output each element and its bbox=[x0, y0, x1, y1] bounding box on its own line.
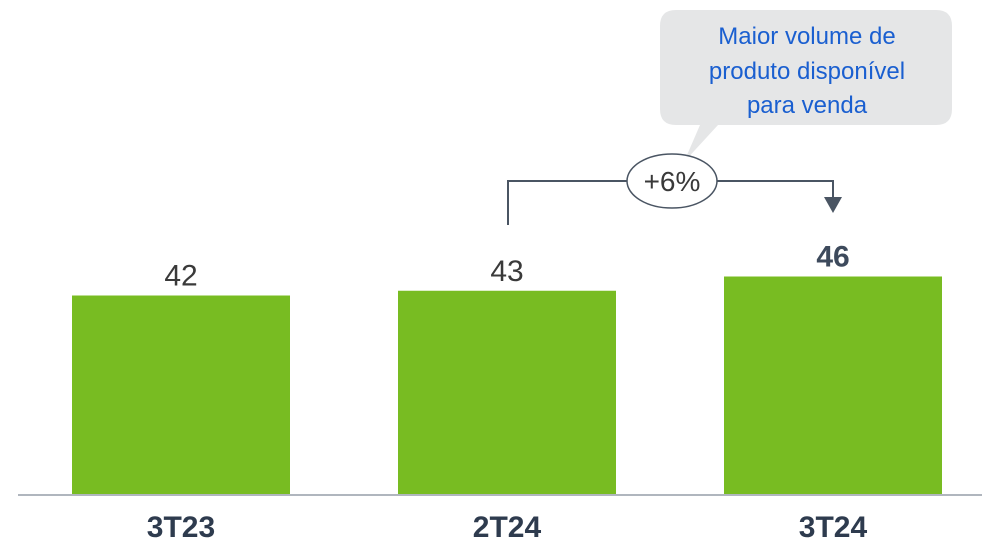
comparison-bracket: +6% bbox=[507, 153, 842, 225]
change-ellipse bbox=[626, 153, 718, 209]
value-label-3T24: 46 bbox=[816, 241, 849, 274]
value-label-3T23: 42 bbox=[164, 260, 197, 293]
callout-bubble bbox=[660, 10, 952, 162]
bar-3T23 bbox=[72, 295, 290, 495]
bar-3T24 bbox=[724, 276, 942, 495]
callout-line-2: produto disponível bbox=[709, 58, 905, 85]
bar-2T24 bbox=[398, 290, 616, 495]
bracket-arrowhead bbox=[824, 197, 842, 213]
category-label-2T24: 2T24 bbox=[473, 511, 542, 542]
callout-line-1: Maior volume de bbox=[718, 23, 895, 50]
annotation-callout: Maior volume de produto disponível para … bbox=[660, 10, 952, 162]
value-label-2T24: 43 bbox=[490, 255, 523, 288]
callout-line-3: para venda bbox=[747, 92, 868, 119]
change-label: +6% bbox=[644, 166, 701, 197]
category-labels-group: 3T23 2T24 3T24 bbox=[147, 511, 868, 542]
category-label-3T23: 3T23 bbox=[147, 511, 215, 542]
category-label-3T24: 3T24 bbox=[799, 511, 868, 542]
value-labels-group: 42 43 46 bbox=[164, 241, 849, 293]
bars-group bbox=[72, 276, 942, 495]
